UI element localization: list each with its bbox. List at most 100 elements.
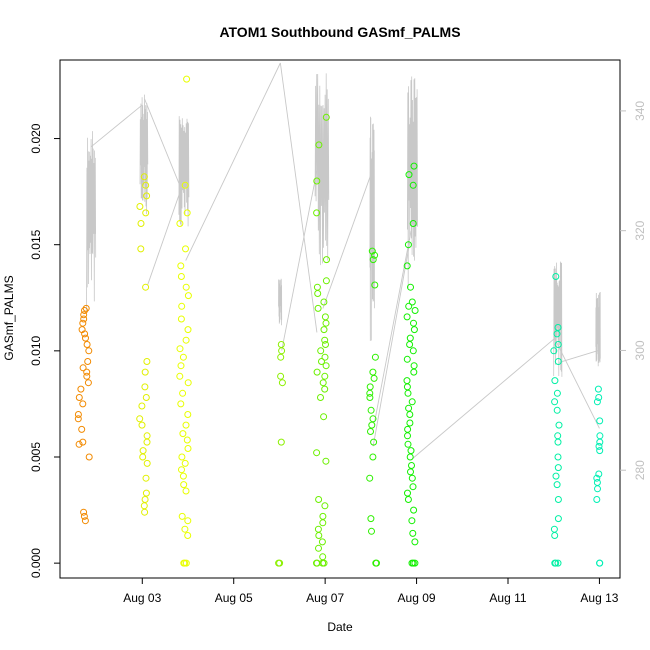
data-point: [181, 181, 189, 189]
data-point: [366, 389, 374, 397]
data-point: [277, 438, 285, 446]
data-point: [554, 432, 562, 440]
altitude-connector-8: [374, 230, 412, 423]
data-point: [82, 304, 90, 312]
data-point: [142, 181, 150, 189]
data-point: [594, 385, 602, 393]
data-point: [404, 432, 411, 440]
data-point: [366, 394, 374, 401]
data-point: [371, 353, 379, 361]
data-point: [320, 413, 328, 421]
chart-title: ATOM1 Southbound GASmf_PALMS: [219, 24, 460, 40]
data-point: [596, 438, 604, 446]
data-point: [366, 383, 374, 391]
data-point: [596, 447, 604, 455]
data-point: [74, 411, 82, 418]
data-point: [184, 411, 192, 418]
data-point: [407, 283, 414, 291]
data-point: [409, 483, 417, 491]
x-axis: Aug 03 Aug 05 Aug 07 Aug 09 Aug 11 Aug 13: [123, 578, 619, 605]
data-point: [75, 394, 83, 401]
data-point: [409, 181, 417, 189]
data-point: [410, 368, 418, 376]
altitude-spike-3: [278, 278, 283, 326]
altitude-spike-8: [595, 291, 601, 367]
data-point: [276, 559, 284, 567]
data-point: [408, 462, 415, 469]
altitude-connector-9: [412, 338, 555, 459]
x-tick-label: Aug 07: [306, 591, 344, 605]
altitude-spike-6: [406, 76, 418, 289]
data-point: [593, 474, 601, 482]
data-point: [315, 532, 323, 539]
altitude-connector-5: [281, 170, 318, 351]
data-point: [320, 326, 328, 334]
data-point: [138, 421, 146, 429]
data-point: [555, 421, 563, 429]
data-point: [550, 347, 558, 355]
data-point: [317, 394, 324, 401]
data-point: [553, 389, 561, 397]
data-point: [85, 347, 93, 355]
data-point: [553, 481, 561, 489]
data-point: [596, 432, 604, 440]
data-point: [137, 245, 145, 253]
data-point: [321, 336, 329, 344]
data-point: [404, 389, 412, 397]
data-point: [322, 341, 329, 348]
data-point: [80, 508, 88, 516]
data-point: [404, 241, 412, 249]
data-point: [595, 442, 603, 450]
data-point: [179, 472, 187, 480]
data-point: [403, 383, 411, 391]
data-point: [277, 372, 285, 380]
data-point: [315, 496, 323, 503]
data-point: [183, 436, 191, 444]
data-point: [178, 466, 185, 474]
data-point: [554, 464, 562, 472]
data-point: [83, 372, 91, 380]
y2-tick-label: 340: [633, 101, 647, 121]
altitude-spike-7: [553, 261, 563, 377]
data-point: [315, 141, 323, 149]
data-point: [369, 415, 377, 423]
data-points: [74, 75, 604, 567]
data-point: [142, 209, 150, 217]
data-point: [406, 453, 414, 461]
data-point: [404, 440, 412, 448]
data-point: [176, 220, 184, 227]
data-point: [321, 313, 329, 321]
data-point: [322, 277, 330, 285]
data-point: [319, 379, 327, 387]
data-point: [85, 453, 93, 461]
data-point: [142, 283, 150, 291]
y-tick-label: 0.005: [29, 442, 43, 472]
data-point: [409, 347, 417, 355]
y-axis: 0.000 0.005 0.010 0.015 0.020: [29, 123, 60, 578]
data-point: [409, 529, 417, 537]
data-point: [79, 400, 87, 408]
data-point: [368, 247, 376, 255]
data-point: [405, 171, 413, 179]
data-point: [184, 517, 192, 525]
data-point: [177, 273, 185, 280]
data-point: [314, 304, 322, 312]
data-point: [593, 479, 601, 486]
data-point: [596, 559, 604, 567]
y-axis-label: GASmf_PALMS: [2, 275, 16, 360]
data-point: [182, 487, 190, 495]
data-point: [142, 394, 150, 401]
data-point: [179, 353, 187, 361]
data-point: [181, 525, 189, 533]
data-point: [408, 298, 416, 306]
data-point: [554, 496, 562, 503]
altitude-spike-5: [369, 116, 375, 341]
secondary-series: [86, 62, 601, 459]
data-point: [367, 428, 374, 435]
y2-tick-label: 280: [633, 460, 647, 480]
altitude-spike-4: [314, 73, 330, 266]
data-point: [184, 379, 192, 387]
data-point: [373, 559, 380, 567]
data-point: [404, 425, 412, 433]
data-point: [321, 372, 329, 380]
